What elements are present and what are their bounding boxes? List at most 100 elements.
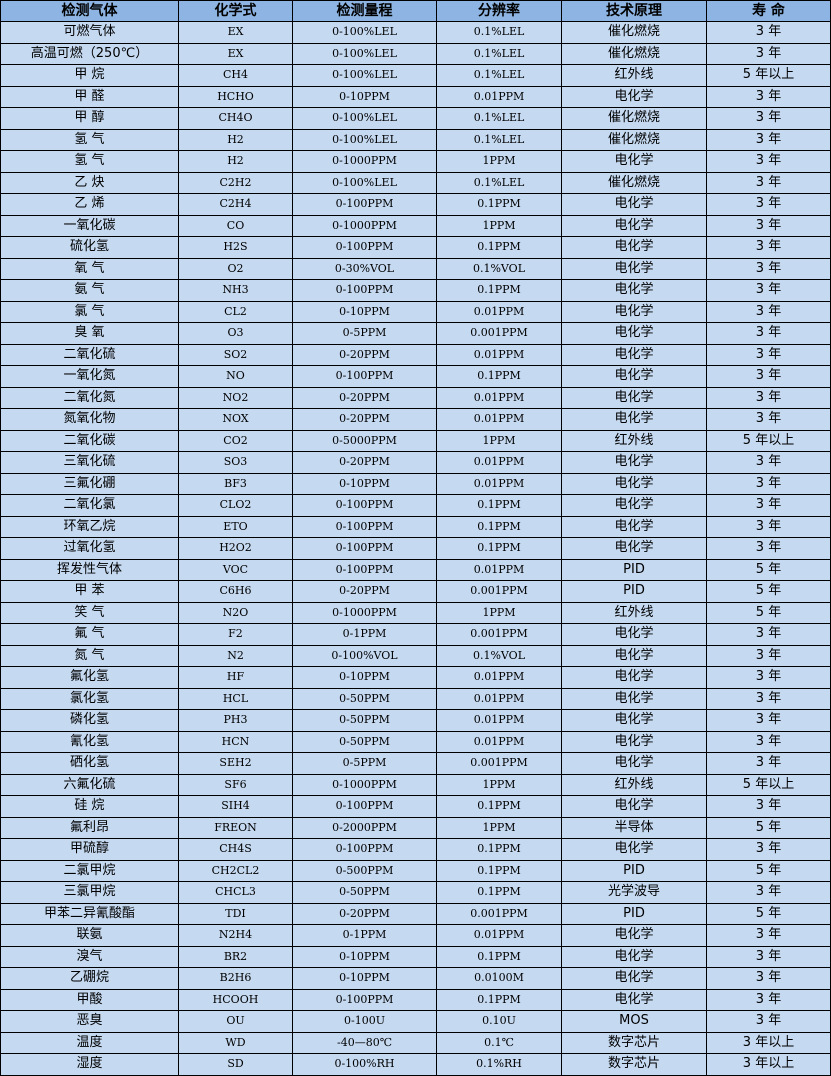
cell-formula: CH2CL2 [178,859,293,882]
cell-resolution: 0.01PPM [436,924,562,947]
cell-gas-name: 氢 气 [0,150,179,173]
table-row: 温度 WD -40—80℃ 0.1℃ 数字芯片 3 年以上 [0,1031,831,1054]
cell-range: 0-100PPM [292,279,437,302]
cell-principle: 电化学 [561,193,707,216]
cell-principle: PID [561,580,707,603]
cell-principle: 电化学 [561,257,707,280]
cell-formula: EX [178,42,293,65]
cell-lifespan: 3 年 [706,128,831,151]
cell-resolution: 0.1PPM [436,365,562,388]
table-row: 乙硼烷 B2H6 0-10PPM 0.0100M 电化学 3 年 [0,967,831,990]
cell-principle: 电化学 [561,945,707,968]
cell-formula: HCL [178,687,293,710]
cell-resolution: 0.1%LEL [436,21,562,44]
header-principle: 技术原理 [561,0,707,22]
table-row: 氟化氢 HF 0-10PPM 0.01PPM 电化学 3 年 [0,666,831,689]
cell-gas-name: 乙 烯 [0,193,179,216]
cell-range: 0-50PPM [292,730,437,753]
cell-lifespan: 3 年 [706,945,831,968]
cell-lifespan: 5 年 [706,816,831,839]
table-row: 氮氧化物 NOX 0-20PPM 0.01PPM 电化学 3 年 [0,408,831,431]
table-row: 甲 苯 C6H6 0-20PPM 0.001PPM PID 5 年 [0,580,831,603]
cell-resolution: 0.1℃ [436,1031,562,1054]
table-row: 氟 气 F2 0-1PPM 0.001PPM 电化学 3 年 [0,623,831,646]
cell-resolution: 1PPM [436,816,562,839]
cell-formula: CHCL3 [178,881,293,904]
cell-gas-name: 氮氧化物 [0,408,179,431]
cell-formula: SEH2 [178,752,293,775]
cell-principle: 光学波导 [561,881,707,904]
header-lifespan: 寿 命 [706,0,831,22]
cell-formula: B2H6 [178,967,293,990]
cell-gas-name: 甲酸 [0,988,179,1011]
cell-range: 0-100%LEL [292,128,437,151]
cell-range: 0-10PPM [292,967,437,990]
cell-lifespan: 5 年 [706,601,831,624]
cell-range: 0-10PPM [292,85,437,108]
cell-formula: C2H4 [178,193,293,216]
cell-resolution: 0.01PPM [436,386,562,409]
table-row: 氯 气 CL2 0-10PPM 0.01PPM 电化学 3 年 [0,300,831,323]
table-row: 溴气 BR2 0-10PPM 0.1PPM 电化学 3 年 [0,945,831,968]
cell-range: 0-100%LEL [292,171,437,194]
cell-gas-name: 二氧化氮 [0,386,179,409]
cell-range: 0-500PPM [292,859,437,882]
header-resolution: 分辨率 [436,0,562,22]
cell-resolution: 0.1%LEL [436,171,562,194]
cell-range: 0-100%LEL [292,21,437,44]
cell-formula: H2O2 [178,537,293,560]
cell-range: 0-100PPM [292,494,437,517]
cell-resolution: 0.1PPM [436,945,562,968]
cell-gas-name: 环氧乙烷 [0,515,179,538]
cell-lifespan: 3 年 [706,214,831,237]
cell-lifespan: 3 年 [706,343,831,366]
cell-resolution: 0.1PPM [436,988,562,1011]
cell-formula: SF6 [178,773,293,796]
cell-range: 0-10PPM [292,666,437,689]
cell-formula: HCHO [178,85,293,108]
cell-formula: SO3 [178,451,293,474]
cell-resolution: 0.1%LEL [436,107,562,130]
table-row: 臭 氧 O3 0-5PPM 0.001PPM 电化学 3 年 [0,322,831,345]
cell-lifespan: 3 年以上 [706,1053,831,1076]
cell-gas-name: 甲 醇 [0,107,179,130]
cell-gas-name: 湿度 [0,1053,179,1076]
cell-lifespan: 3 年 [706,709,831,732]
cell-gas-name: 臭 氧 [0,322,179,345]
cell-principle: MOS [561,1010,707,1033]
cell-formula: NO [178,365,293,388]
cell-formula: F2 [178,623,293,646]
cell-formula: N2H4 [178,924,293,947]
cell-range: 0-5000PPM [292,429,437,452]
table-row: 甲硫醇 CH4S 0-100PPM 0.1PPM 电化学 3 年 [0,838,831,861]
cell-resolution: 0.001PPM [436,580,562,603]
cell-principle: PID [561,558,707,581]
cell-lifespan: 3 年 [706,515,831,538]
cell-resolution: 0.01PPM [436,451,562,474]
cell-resolution: 0.1%LEL [436,42,562,65]
cell-formula: SO2 [178,343,293,366]
cell-range: 0-20PPM [292,451,437,474]
cell-formula: FREON [178,816,293,839]
cell-gas-name: 氟利昂 [0,816,179,839]
cell-formula: HCOOH [178,988,293,1011]
cell-gas-name: 硫化氢 [0,236,179,259]
cell-resolution: 1PPM [436,601,562,624]
cell-resolution: 0.001PPM [436,623,562,646]
cell-principle: 红外线 [561,429,707,452]
table-row: 乙 烯 C2H4 0-100PPM 0.1PPM 电化学 3 年 [0,193,831,216]
cell-gas-name: 联氨 [0,924,179,947]
cell-gas-name: 笑 气 [0,601,179,624]
cell-formula: N2 [178,644,293,667]
cell-formula: C6H6 [178,580,293,603]
cell-resolution: 0.1PPM [436,494,562,517]
cell-gas-name: 过氧化氢 [0,537,179,560]
cell-range: 0-20PPM [292,343,437,366]
table-row: 甲 烷 CH4 0-100%LEL 0.1%LEL 红外线 5 年以上 [0,64,831,87]
cell-gas-name: 硅 烷 [0,795,179,818]
cell-range: 0-2000PPM [292,816,437,839]
cell-gas-name: 氨 气 [0,279,179,302]
cell-lifespan: 3 年 [706,107,831,130]
cell-principle: 红外线 [561,773,707,796]
